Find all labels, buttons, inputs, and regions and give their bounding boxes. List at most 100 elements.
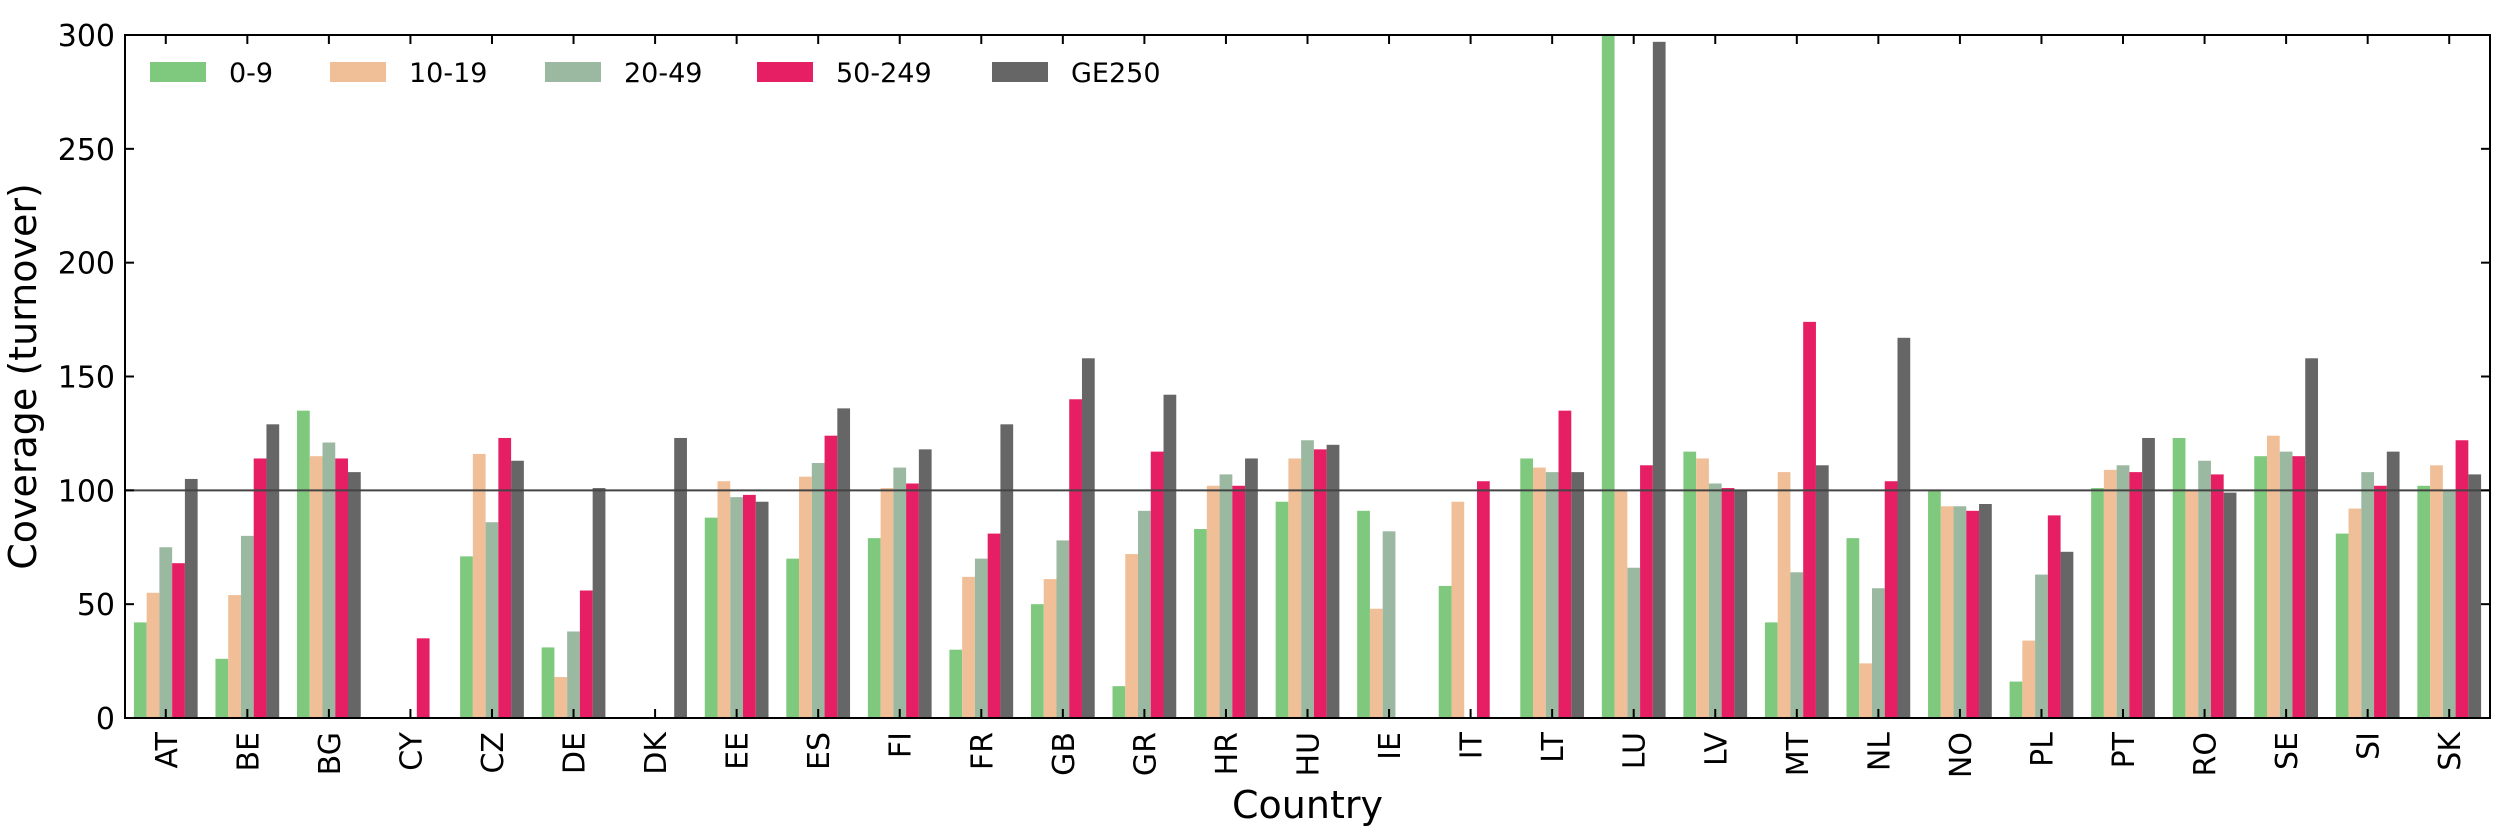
y-tick-label: 0 [96,702,115,737]
bar-GR-10-19 [1125,554,1139,718]
bar-PL-20-49 [2035,574,2048,718]
x-tick-label: FR [965,732,1000,770]
bar-LU-20-49 [1627,567,1641,718]
x-tick-label: LU [1618,732,1653,769]
legend-swatch-0-9 [150,62,206,82]
bar-LT-20-49 [1545,472,1559,718]
y-tick-label: 150 [58,361,115,396]
x-tick-label: DE [558,732,593,774]
bar-PL-10-19 [2022,640,2036,718]
bar-GB-10-19 [1043,579,1057,718]
bar-EE-10-19 [717,481,731,718]
bar-BE-20-49 [240,535,254,718]
bar-CZ-50-249 [498,437,512,718]
bar-FI-0-9 [867,538,881,718]
x-axis: AT BE BG CY CZ DE DK EE ES FI FR GB GR HR HU IE IT LT LU LV… [150,35,2468,778]
bar-NL-50-249 [1884,481,1898,718]
bar-MT-10-19 [1777,472,1791,718]
bar-SE-10-19 [2267,435,2280,718]
bar-BG-10-19 [309,456,323,718]
x-tick-label: AT [150,731,185,768]
bar-HR-0-9 [1194,529,1207,718]
bar-MT-20-49 [1790,572,1804,718]
bar-GB-0-9 [1030,604,1044,718]
bar-SI-GE250 [2386,451,2400,718]
x-tick-label: PT [2107,731,2142,768]
bar-LV-10-19 [1696,458,1709,718]
bar-SE-GE250 [2305,358,2318,718]
x-tick-label: BG [313,732,348,775]
y-tick-label: 250 [58,133,115,168]
bar-AT-20-49 [159,547,173,718]
bar-PL-GE250 [2060,551,2074,718]
bar-FR-0-9 [949,649,963,718]
bar-GR-20-49 [1138,510,1151,718]
bar-FI-50-249 [906,483,919,718]
bar-PT-10-19 [2103,469,2117,718]
x-tick-label: SE [2270,732,2305,770]
y-tick-label: 50 [77,588,115,623]
x-tick-label: NL [1862,732,1897,771]
bar-HR-50-249 [1232,485,1246,718]
legend-swatch-GE250 [992,62,1048,82]
bar-SK-50-249 [2455,440,2469,718]
bar-CZ-0-9 [460,556,473,718]
x-tick-label: PL [2025,732,2060,767]
y-tick-label: 200 [58,247,115,282]
y-axis-title: Coverage (turnover) [1,183,45,570]
bar-BG-GE250 [348,472,361,718]
bar-DE-10-19 [554,677,568,718]
bar-DE-20-49 [567,631,580,718]
bar-IE-20-49 [1382,531,1396,718]
bar-DK-GE250 [674,437,687,718]
bar-BE-10-19 [228,595,241,718]
bar-HU-0-9 [1275,501,1289,718]
bar-FR-GE250 [1000,424,1014,718]
bar-ES-GE250 [837,408,851,718]
bar-LU-50-249 [1640,465,1653,718]
legend: 0-9 10-19 20-49 50-249 GE250 [150,58,1161,89]
legend-label: GE250 [1071,58,1161,89]
y-tick-label: 100 [58,474,115,509]
bars-layer [133,35,2482,718]
bar-LT-GE250 [1571,472,1585,718]
x-tick-label: IT [1455,731,1490,759]
bar-EE-20-49 [730,497,744,718]
x-tick-label: MT [1781,731,1816,776]
bar-RO-10-19 [2185,490,2199,718]
bar-DE-0-9 [541,647,555,718]
bar-RO-0-9 [2172,437,2186,718]
bar-AT-10-19 [146,592,160,718]
bar-IE-0-9 [1357,510,1370,718]
bar-SI-50-249 [2374,485,2387,718]
bar-LV-20-49 [1708,483,1722,718]
y-tick-label: 300 [58,19,115,54]
bar-LV-0-9 [1683,451,1697,718]
bar-BE-50-249 [253,458,267,718]
legend-swatch-20-49 [545,62,601,82]
x-tick-label: HR [1210,732,1245,775]
x-tick-label: IE [1373,732,1408,760]
bar-IE-10-19 [1369,608,1383,718]
bar-ES-10-19 [799,476,812,718]
x-axis-title: Country [1232,783,1383,827]
bar-EE-0-9 [704,517,718,718]
bar-CZ-GE250 [511,460,524,718]
bar-FI-10-19 [880,488,894,718]
bar-LV-50-249 [1721,488,1735,718]
legend-label: 20-49 [624,58,702,89]
bar-SI-0-9 [2335,533,2349,718]
bar-PT-GE250 [2142,437,2155,718]
bar-LT-0-9 [1520,458,1534,718]
bar-MT-GE250 [1815,465,1829,718]
legend-swatch-50-249 [757,62,813,82]
bar-SK-20-49 [2442,490,2456,718]
bar-AT-GE250 [184,478,198,718]
x-tick-label: SI [2352,732,2387,760]
x-tick-label: BE [231,732,266,772]
bar-PL-0-9 [2009,681,2023,718]
bar-BG-50-249 [335,458,348,718]
x-tick-label: SK [2433,731,2468,771]
bar-EE-GE250 [755,501,769,718]
bar-LV-GE250 [1734,490,1748,718]
